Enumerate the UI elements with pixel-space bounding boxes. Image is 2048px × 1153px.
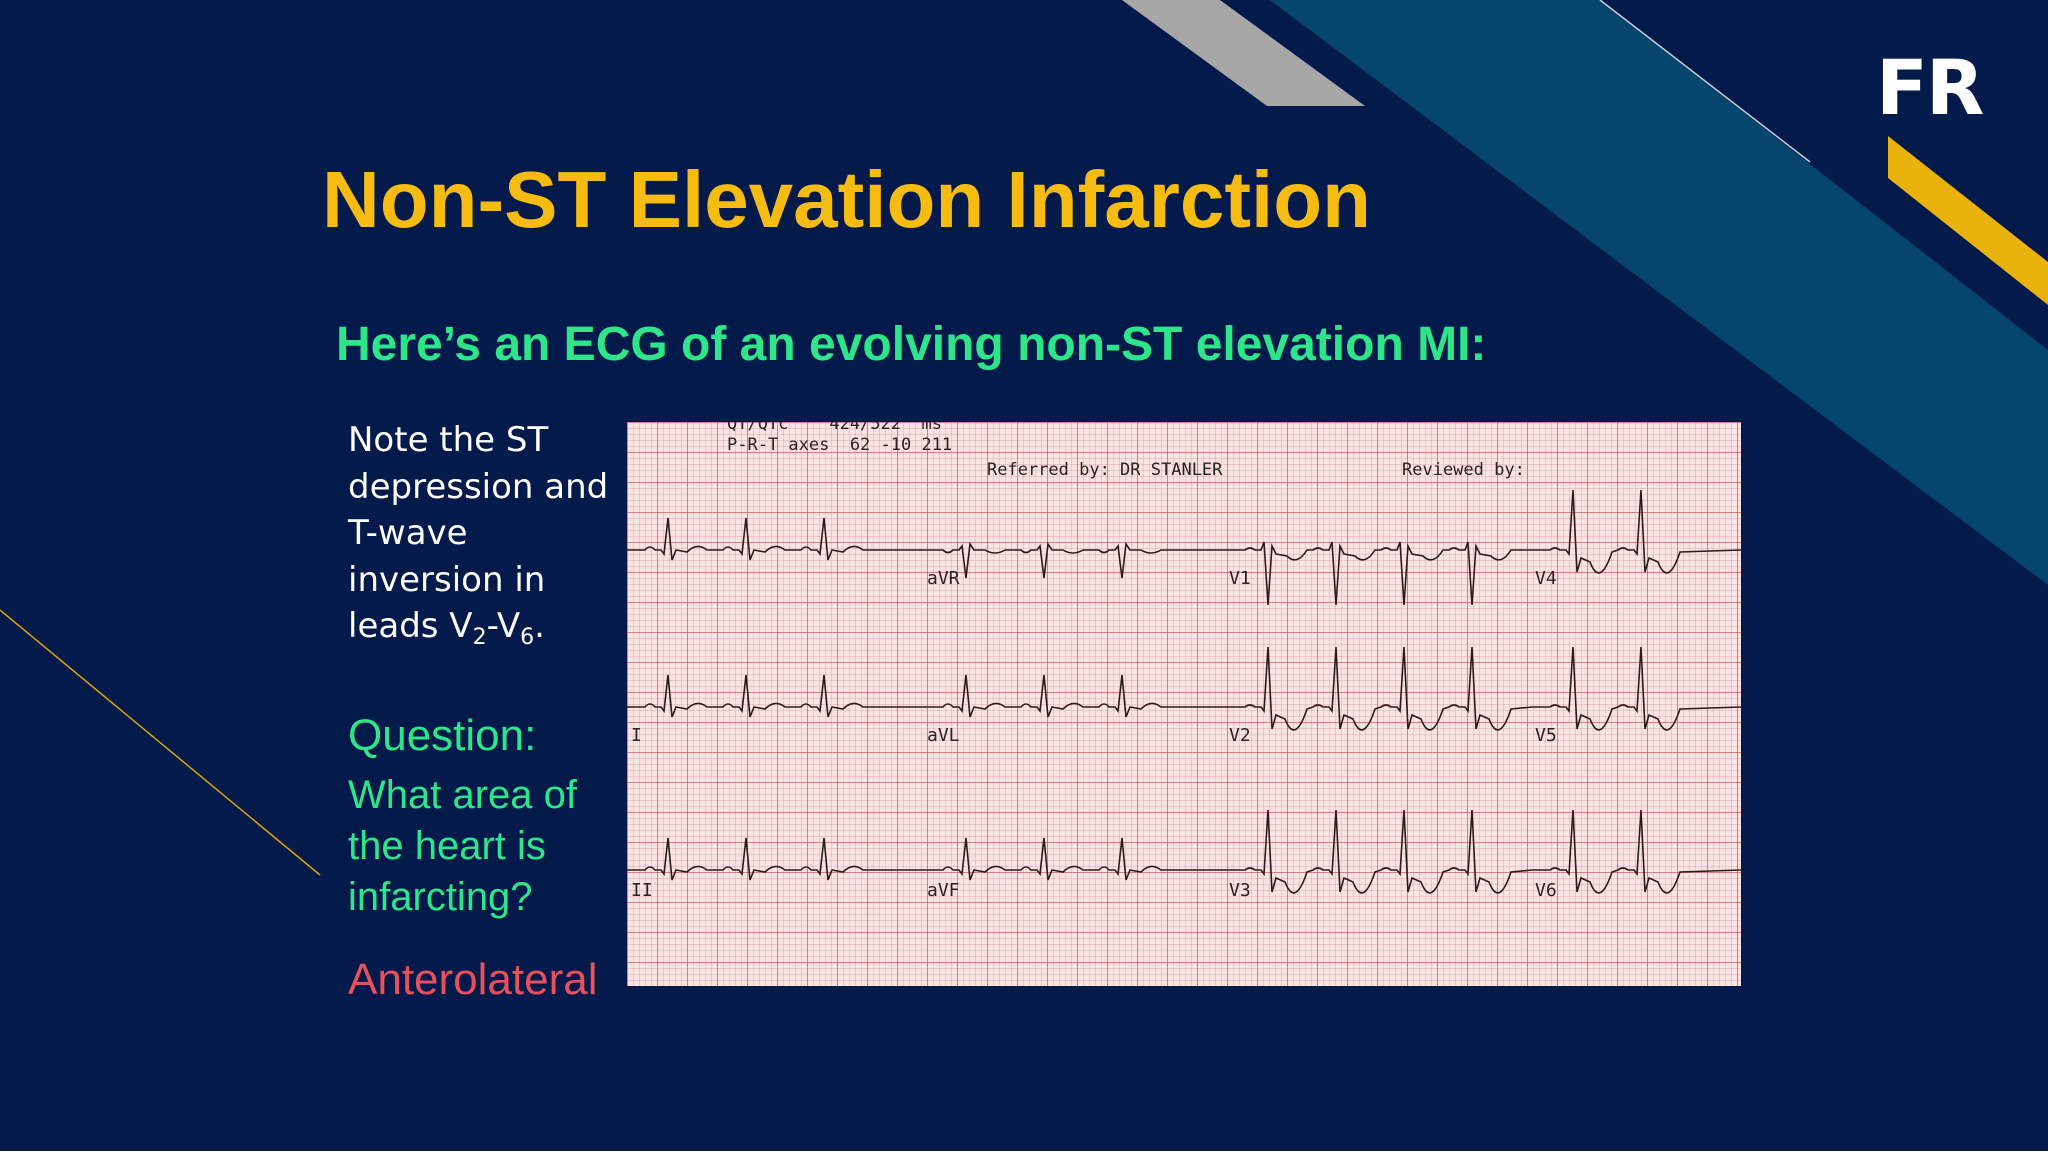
- thin-white-line: [1599, 0, 1811, 163]
- ecg-traces: [627, 489, 1741, 894]
- lead-label-i: I: [631, 725, 642, 746]
- teal-band-shape: [1270, 0, 2048, 585]
- ecg-trace: [627, 837, 925, 881]
- gray-band-shape: [1122, 0, 1365, 106]
- gold-band-shape: [1888, 136, 2048, 305]
- lead-label-ii: II: [631, 880, 653, 901]
- slide-subtitle: Here’s an ECG of an evolving non-ST elev…: [336, 318, 1487, 371]
- lead-label-v1: V1: [1229, 568, 1251, 589]
- ecg-trace: [1532, 646, 1741, 731]
- ecg-strip: QT/QTc 424/522 ms P-R-T axes 62 -10 211 …: [627, 422, 1741, 986]
- lead-label-v3: V3: [1229, 880, 1251, 901]
- answer-text: Anterolateral: [348, 955, 598, 1004]
- lead-label-avf: aVF: [927, 880, 960, 901]
- ecg-trace: [1532, 809, 1741, 894]
- lead-label-v4: V4: [1535, 568, 1557, 589]
- thin-gold-line: [0, 609, 321, 876]
- question-heading: Question:: [348, 711, 537, 760]
- ecg-trace: [1532, 489, 1741, 574]
- ecg-trace: [1227, 541, 1532, 606]
- question-body: What area of the heart is infarcting?: [348, 773, 578, 919]
- ecg-trace: [1227, 809, 1533, 894]
- ecg-reviewed-by: Reviewed by:: [1402, 460, 1525, 480]
- slide-title: Non-ST Elevation Infarction: [322, 155, 1371, 244]
- note-dash: -V: [486, 606, 521, 646]
- note-period: .: [534, 606, 545, 646]
- lead-label-v6: V6: [1535, 880, 1557, 901]
- ecg-header-axes: P-R-T axes 62 -10 211: [727, 435, 953, 455]
- ecg-trace: [925, 837, 1227, 881]
- ecg-trace: [925, 541, 1227, 579]
- lead-label-v5: V5: [1535, 725, 1557, 746]
- note-line: Note the ST depression and T-wave invers…: [348, 420, 609, 646]
- lead-label-avr: aVR: [927, 568, 960, 589]
- note-sub-6: 6: [520, 625, 535, 650]
- ecg-trace: [627, 517, 925, 561]
- lead-label-v2: V2: [1229, 725, 1251, 746]
- ecg-referred-by: Referred by: DR STANLER: [987, 460, 1223, 480]
- fr-logo: FR: [1876, 43, 1984, 132]
- ecg-header-qt: QT/QTc 424/522 ms: [727, 422, 942, 434]
- ecg-trace: [1227, 646, 1533, 731]
- note-text: Note the ST depression and T-wave invers…: [348, 417, 618, 650]
- ecg-trace: [627, 674, 925, 718]
- ecg-trace: [925, 674, 1227, 718]
- lead-label-avl: aVL: [927, 725, 960, 746]
- note-sub-2: 2: [472, 625, 487, 650]
